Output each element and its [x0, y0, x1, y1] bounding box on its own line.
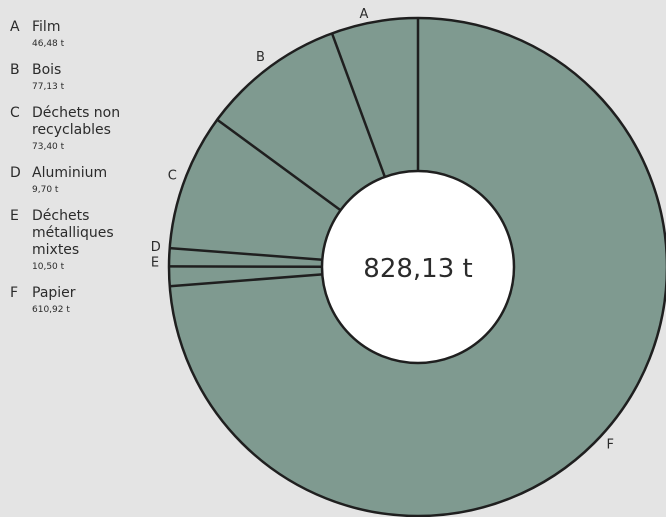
legend-text: Papier 610,92 t: [32, 285, 160, 317]
legend-key: B: [10, 62, 20, 78]
legend-label: Bois: [32, 62, 62, 78]
legend-label: Déchets non recyclables: [32, 105, 121, 138]
donut-hole: [320, 169, 516, 365]
legend-value: 10,50 t: [32, 262, 65, 272]
legend-item-c: C Déchets non recyclables 73,40 t: [10, 105, 160, 154]
slice-label-b: B: [256, 50, 265, 65]
legend-item-a: A Film 46,48 t: [10, 19, 160, 51]
legend-text: Film 46,48 t: [32, 19, 160, 51]
legend-value: 77,13 t: [32, 82, 65, 92]
legend-value: 46,48 t: [32, 39, 65, 49]
slice-e: [169, 266, 323, 287]
legend: A Film 46,48 t B Bois 77,13 t C Déchets non rec…: [10, 19, 160, 328]
slice-dividers: [167, 16, 666, 517]
legend-label: Déchets métalliques mixtes: [32, 208, 114, 258]
slice-divider: [216, 118, 342, 212]
legend-label: Film: [32, 19, 61, 35]
slice-label-e: E: [151, 256, 159, 271]
legend-value: 9,70 t: [32, 185, 59, 195]
slice-a: [331, 18, 418, 177]
legend-item-e: E Déchets métalliques mixtes 10,50 t: [10, 208, 160, 274]
slice-divider: [169, 273, 323, 288]
legend-item-f: F Papier 610,92 t: [10, 285, 160, 317]
slice-label-c: C: [168, 169, 177, 184]
legend-key: C: [10, 105, 20, 121]
legend-key: E: [10, 208, 19, 224]
legend-key: F: [10, 285, 19, 301]
slice-c: [169, 119, 341, 260]
legend-text: Aluminium 9,70 t: [32, 165, 160, 197]
legend-text: Déchets métalliques mixtes 10,50 t: [32, 208, 160, 274]
legend-label: Aluminium: [32, 165, 108, 181]
legend-item-b: B Bois 77,13 t: [10, 62, 160, 94]
total-value-label: 828,13 t: [363, 254, 472, 284]
slice-label-d: D: [151, 240, 161, 255]
slice-labels-group: A B C DE F: [151, 7, 614, 452]
legend-key: D: [10, 165, 21, 181]
legend-item-d: D Aluminium 9,70 t: [10, 165, 160, 197]
slices-group: [169, 18, 666, 516]
slice-divider: [330, 32, 387, 178]
legend-text: Bois 77,13 t: [32, 62, 160, 94]
legend-text: Déchets non recyclables 73,40 t: [32, 105, 160, 154]
slice-b: [217, 33, 385, 211]
slice-d: [169, 248, 323, 267]
donut-outer-ring: [167, 16, 666, 517]
slice-divider: [169, 246, 323, 261]
legend-value: 610,92 t: [32, 305, 70, 315]
legend-value: 73,40 t: [32, 142, 65, 152]
slice-label-a: A: [359, 7, 368, 22]
slice-f: [169, 18, 666, 516]
legend-key: A: [10, 19, 20, 35]
slice-label-f: F: [607, 437, 614, 452]
legend-label: Papier: [32, 285, 76, 301]
